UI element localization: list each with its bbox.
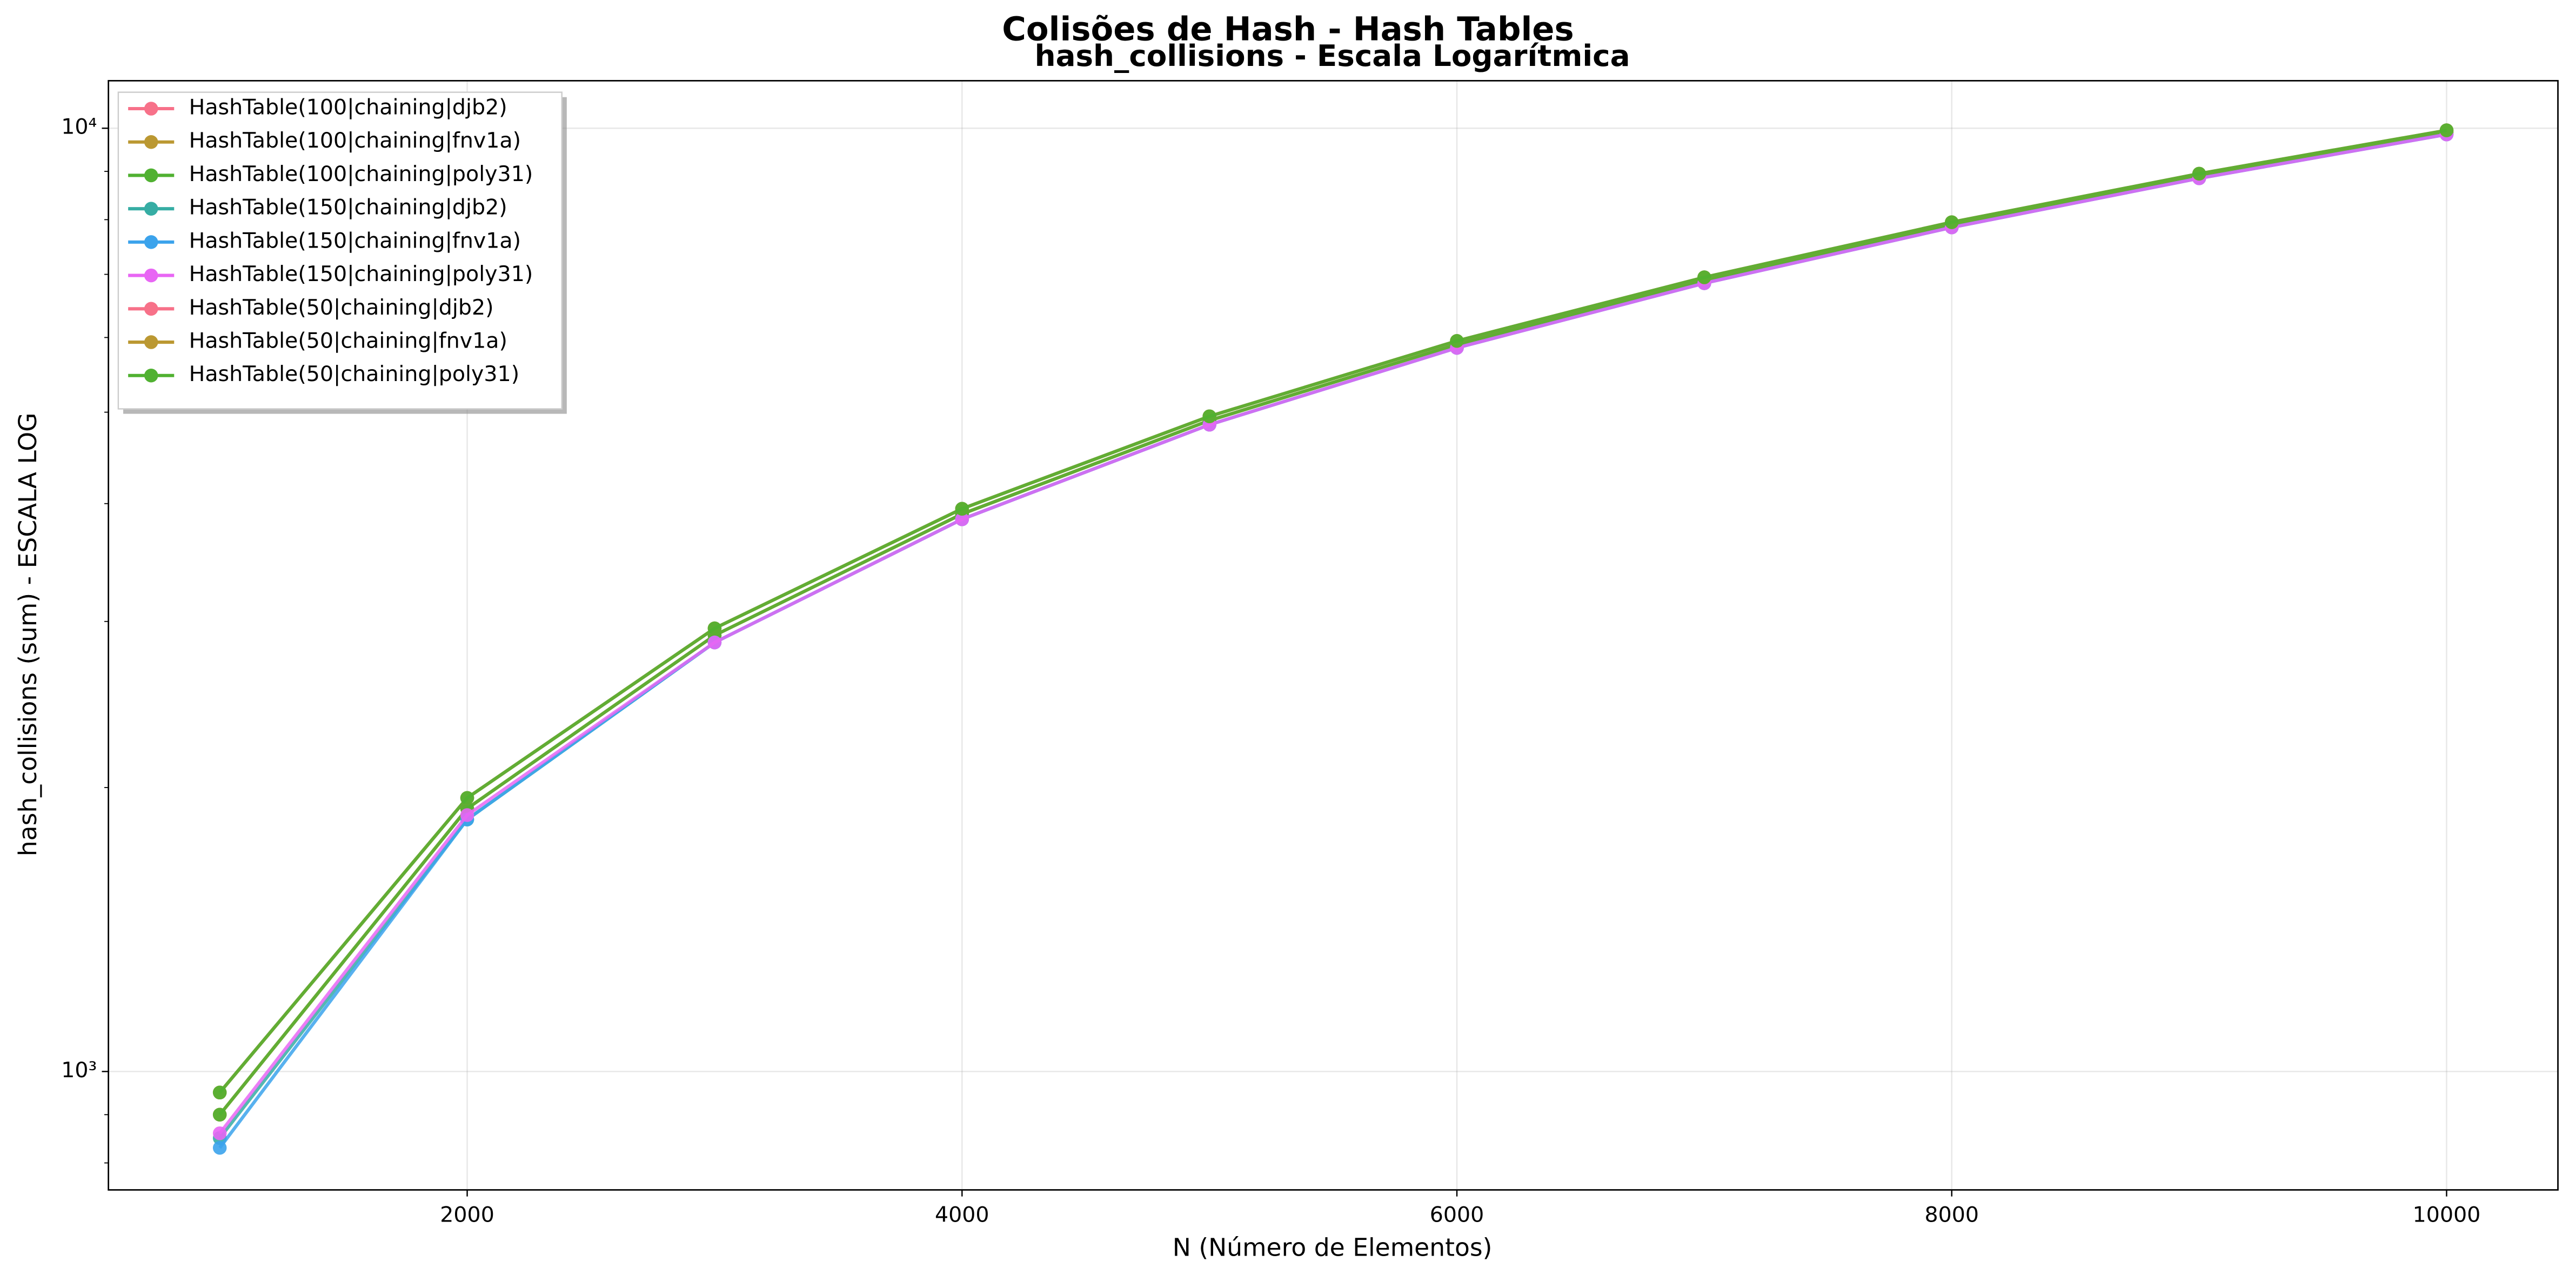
legend-label: HashTable(50|chaining|poly31): [189, 362, 520, 386]
data-point: [1202, 409, 1216, 423]
legend-marker: [144, 302, 158, 316]
legend-label: HashTable(50|chaining|djb2): [189, 295, 494, 320]
legend-marker: [144, 268, 158, 283]
legend-label: HashTable(150|chaining|djb2): [189, 195, 507, 220]
x-tick-label: 10000: [2413, 1203, 2481, 1227]
legend-label: HashTable(100|chaining|fnv1a): [189, 128, 521, 153]
x-tick-label: 4000: [935, 1203, 989, 1227]
data-point: [460, 791, 474, 805]
data-point: [1450, 333, 1464, 348]
legend-label: HashTable(100|chaining|poly31): [189, 162, 533, 186]
x-tick-label: 6000: [1430, 1203, 1484, 1227]
suptitle: Colisões de Hash - Hash Tables: [1002, 11, 1574, 49]
legend-marker: [144, 135, 158, 149]
data-point: [955, 512, 969, 526]
x-tick-label: 2000: [440, 1203, 494, 1227]
legend-marker: [144, 202, 158, 216]
x-tick-label: 8000: [1924, 1203, 1979, 1227]
data-point: [707, 635, 722, 650]
y-tick-label: 10³: [61, 1058, 97, 1083]
legend: HashTable(100|chaining|djb2) HashTable(10…: [117, 91, 567, 414]
legend-marker: [144, 368, 158, 383]
data-point: [1945, 215, 1959, 229]
legend-label: HashTable(150|chaining|fnv1a): [189, 228, 521, 253]
data-point: [460, 808, 474, 822]
plot-frame: [108, 79, 2559, 1191]
data-point: [2439, 123, 2454, 137]
legend-marker: [144, 235, 158, 249]
legend-marker: [144, 168, 158, 183]
data-point: [955, 502, 969, 516]
data-point: [212, 1107, 227, 1122]
chart-title: hash_collisions - Escala Logarítmica: [1035, 38, 1630, 73]
data-point: [212, 1140, 227, 1155]
y-axis-label: hash_collisions (sum) - ESCALA LOG: [14, 413, 42, 857]
legend-box: [117, 91, 563, 410]
legend-label: HashTable(100|chaining|djb2): [189, 95, 507, 120]
data-point: [707, 621, 722, 636]
series-line: [218, 129, 2447, 1094]
x-axis-label: N (Número de Elementos): [1173, 1233, 1493, 1262]
data-point: [1697, 270, 1711, 284]
data-point: [212, 1085, 227, 1100]
legend-marker: [144, 335, 158, 349]
series-line: [218, 132, 2447, 1135]
legend-label: HashTable(50|chaining|fnv1a): [189, 329, 507, 353]
y-tick-label: 10⁴: [61, 115, 97, 139]
data-point: [212, 1126, 227, 1140]
data-point: [2192, 166, 2206, 181]
legend-label: HashTable(150|chaining|poly31): [189, 262, 533, 286]
legend-marker: [144, 102, 158, 116]
series-line: [218, 130, 2447, 1116]
